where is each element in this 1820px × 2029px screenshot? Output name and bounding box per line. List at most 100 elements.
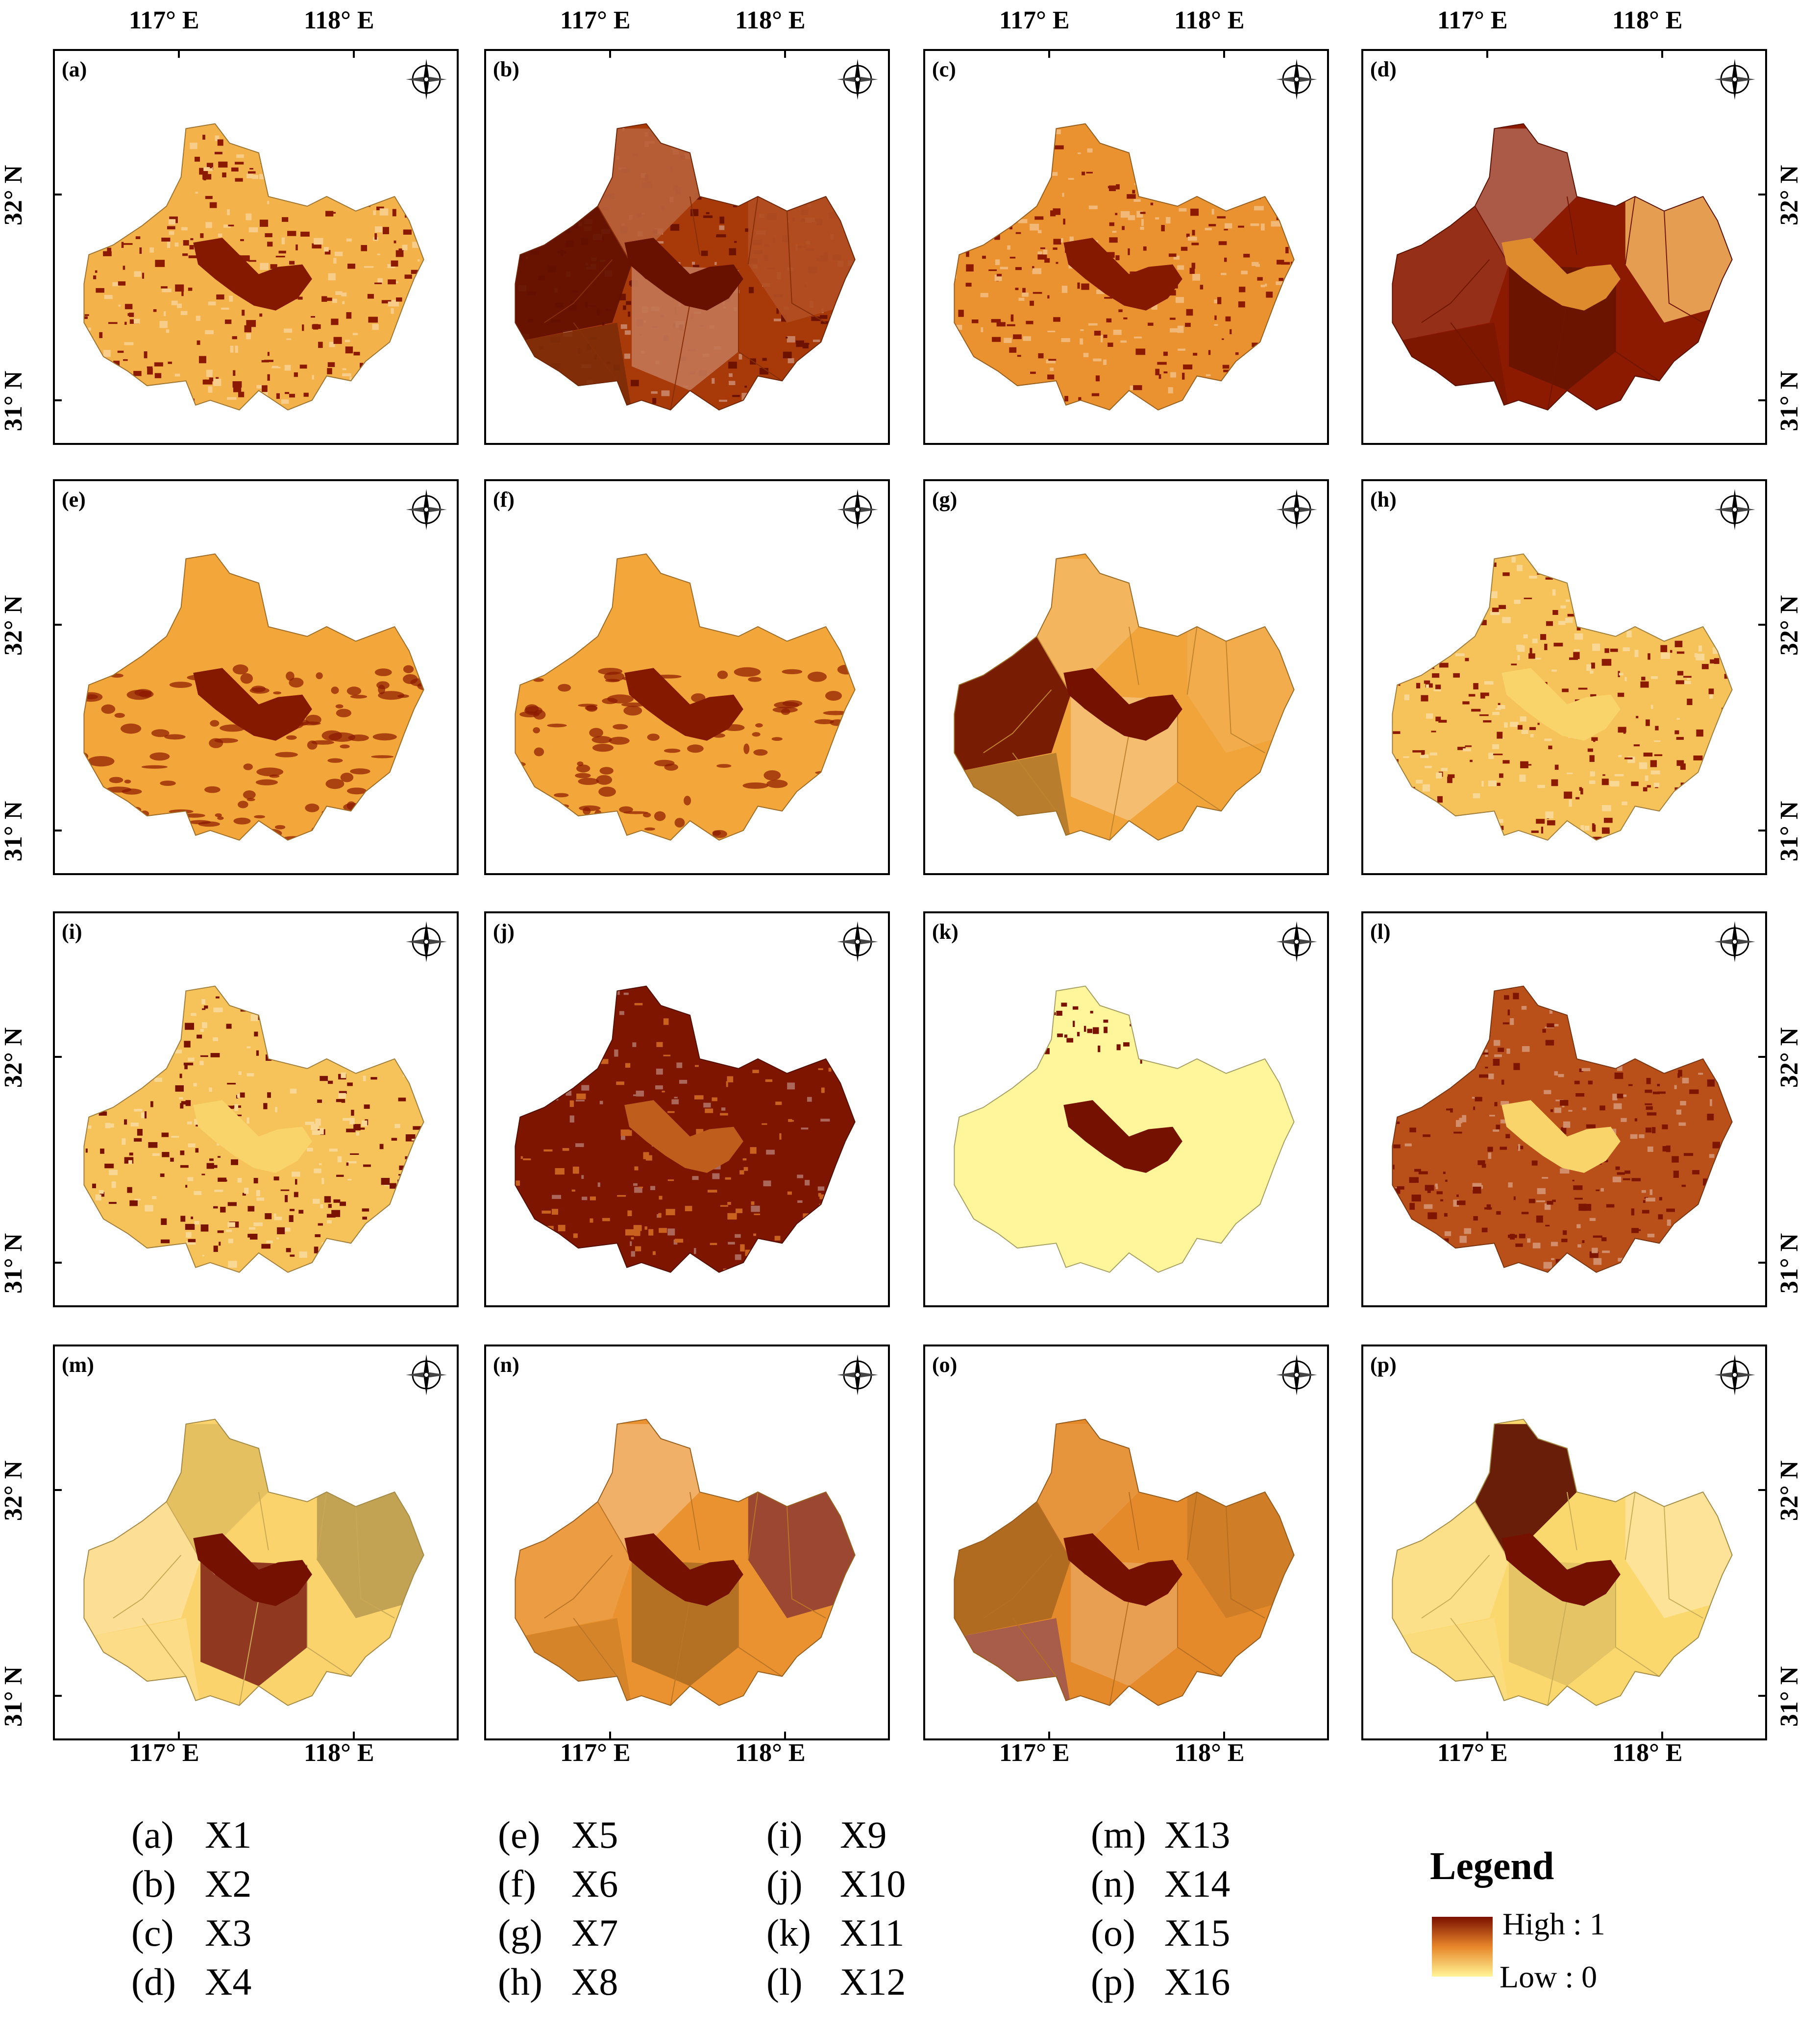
key-variable: X14	[1164, 1862, 1230, 1905]
axis-tick	[609, 49, 611, 58]
axis-tick	[1758, 830, 1767, 831]
lon-label-top: 117° E	[560, 6, 631, 34]
region-map	[1392, 1418, 1733, 1706]
key-entry-k: (k) X11	[766, 1911, 904, 1955]
north-arrow-icon	[1274, 919, 1319, 964]
key-letter: (p)	[1091, 1960, 1135, 2003]
north-arrow-icon	[1274, 487, 1319, 532]
axis-tick	[1486, 49, 1488, 58]
lon-label-bottom: 117° E	[129, 1739, 199, 1767]
lon-label-bottom: 118° E	[735, 1739, 806, 1767]
map-panel-n: (n)	[484, 1345, 890, 1740]
north-arrow-icon	[1712, 919, 1757, 964]
lat-label-right: 32° N	[1775, 1460, 1804, 1521]
axis-tick	[784, 1732, 786, 1740]
key-entry-d: (d) X4	[131, 1960, 251, 2004]
lon-label-bottom: 118° E	[1174, 1739, 1245, 1767]
north-arrow-icon	[404, 487, 449, 532]
panel-label: (d)	[1370, 57, 1397, 81]
region-map	[1392, 985, 1733, 1273]
map-panel-f: (f)	[484, 479, 890, 875]
key-entry-b: (b) X2	[131, 1862, 251, 1906]
axis-tick	[53, 624, 62, 626]
panel-label: (b)	[493, 57, 519, 81]
panel-label: (f)	[493, 488, 515, 512]
panel-label: (c)	[932, 57, 956, 81]
region-map	[83, 123, 424, 411]
region-map	[515, 123, 856, 411]
axis-tick	[1661, 49, 1663, 58]
key-variable: X5	[571, 1813, 618, 1856]
region-map	[1392, 553, 1733, 841]
key-variable: X9	[840, 1813, 887, 1856]
map-panel-b: (b)	[484, 49, 890, 445]
key-entry-f: (f) X6	[498, 1862, 618, 1906]
region-map	[954, 1418, 1295, 1706]
north-arrow-icon	[1712, 57, 1757, 102]
panel-label: (o)	[932, 1353, 958, 1377]
region-map	[954, 985, 1295, 1273]
map-panel-h: (h)	[1361, 479, 1767, 875]
key-letter: (h)	[498, 1960, 542, 2003]
map-panel-o: (o)	[923, 1345, 1329, 1740]
key-letter: (e)	[498, 1813, 541, 1856]
key-letter: (a)	[131, 1813, 174, 1856]
region-map	[1392, 123, 1733, 411]
lat-label-left: 31° N	[0, 370, 28, 432]
legend-low-label: Low : 0	[1500, 1959, 1598, 1994]
axis-tick	[1048, 1732, 1050, 1740]
map-panel-e: (e)	[53, 479, 459, 875]
axis-tick	[53, 399, 62, 401]
key-letter: (o)	[1091, 1911, 1135, 1954]
axis-tick	[1486, 1732, 1488, 1740]
key-entry-n: (n) X14	[1091, 1862, 1230, 1906]
key-letter: (n)	[1091, 1862, 1135, 1905]
key-entry-c: (c) X3	[131, 1911, 251, 1955]
axis-tick	[53, 1056, 62, 1058]
legend-color-ramp	[1432, 1917, 1493, 1977]
key-entry-m: (m) X13	[1091, 1813, 1230, 1857]
axis-tick	[1758, 1489, 1767, 1491]
axis-tick	[1758, 624, 1767, 626]
map-panel-m: (m)	[53, 1345, 459, 1740]
north-arrow-icon	[404, 1352, 449, 1397]
key-variable: X1	[205, 1813, 252, 1856]
key-entry-h: (h) X8	[498, 1960, 618, 2004]
lon-label-top: 118° E	[735, 6, 806, 34]
lat-label-left: 32° N	[0, 595, 28, 656]
panel-label: (k)	[932, 920, 959, 944]
north-arrow-icon	[404, 57, 449, 102]
north-arrow-icon	[1712, 487, 1757, 532]
panel-label: (j)	[493, 920, 515, 944]
key-entry-p: (p) X16	[1091, 1960, 1230, 2004]
region-map	[515, 985, 856, 1273]
axis-tick	[353, 49, 355, 58]
region-map	[954, 553, 1295, 841]
lon-label-bottom: 117° E	[560, 1739, 631, 1767]
panel-label: (g)	[932, 488, 958, 512]
key-entry-o: (o) X15	[1091, 1911, 1230, 1955]
key-variable: X7	[571, 1911, 618, 1954]
lon-label-top: 117° E	[1437, 6, 1508, 34]
map-panel-i: (i)	[53, 911, 459, 1307]
map-panel-k: (k)	[923, 911, 1329, 1307]
key-variable: X8	[571, 1960, 618, 2003]
axis-tick	[353, 1732, 355, 1740]
axis-tick	[1758, 1695, 1767, 1697]
key-entry-e: (e) X5	[498, 1813, 618, 1857]
lat-label-right: 31° N	[1775, 1233, 1804, 1294]
axis-tick	[53, 194, 62, 196]
lat-label-right: 32° N	[1775, 165, 1804, 226]
lon-label-bottom: 118° E	[304, 1739, 374, 1767]
panel-label: (l)	[1370, 920, 1391, 944]
key-variable: X10	[840, 1862, 906, 1905]
panel-label: (p)	[1370, 1353, 1397, 1377]
region-map	[515, 553, 856, 841]
lat-label-left: 32° N	[0, 1027, 28, 1088]
lat-label-right: 31° N	[1775, 801, 1804, 862]
lon-label-top: 117° E	[999, 6, 1070, 34]
panel-label: (a)	[62, 57, 87, 81]
key-entry-i: (i) X9	[766, 1813, 886, 1857]
key-letter: (f)	[498, 1862, 536, 1905]
panel-label: (e)	[62, 488, 86, 512]
